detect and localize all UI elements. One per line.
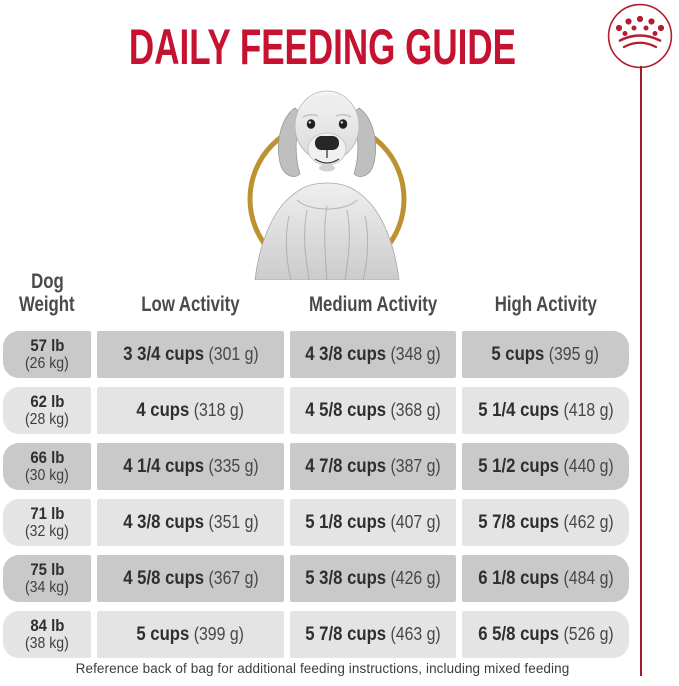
- medium-activity-cell: 4 7/8 cups (387 g): [290, 443, 456, 490]
- high-activity-cell: 5 1/2 cups (440 g): [462, 443, 629, 490]
- weight-cell: 71 lb (32 kg): [3, 499, 91, 546]
- col-header-high-activity: High Activity: [494, 292, 597, 316]
- feeding-table: 57 lb (26 kg) 3 3/4 cups (301 g) 4 3/8 cu…: [3, 331, 629, 667]
- header-weight: Weight: [19, 292, 75, 316]
- page-title-text: DAILY FEEDING GUIDE: [128, 19, 517, 75]
- weight-cell: 57 lb (26 kg): [3, 331, 91, 378]
- medium-activity-cell: 5 1/8 cups (407 g): [290, 499, 456, 546]
- low-activity-cell: 3 3/4 cups (301 g): [97, 331, 284, 378]
- low-activity-cell: 4 5/8 cups (367 g): [97, 555, 284, 602]
- col-header-medium-activity: Medium Activity: [308, 292, 438, 316]
- header-dog: Dog: [30, 269, 64, 293]
- medium-activity-cell: 5 7/8 cups (463 g): [290, 611, 456, 658]
- weight-cell: 66 lb (30 kg): [3, 443, 91, 490]
- medium-activity-cell: 4 5/8 cups (368 g): [290, 387, 456, 434]
- crown-logo-svg: [607, 3, 673, 69]
- low-activity-cell: 4 1/4 cups (335 g): [97, 443, 284, 490]
- weight-cell: 84 lb (38 kg): [3, 611, 91, 658]
- table-row: 71 lb (32 kg) 4 3/8 cups (351 g) 5 1/8 cu…: [3, 499, 629, 546]
- medium-activity-cell: 4 3/8 cups (348 g): [290, 331, 456, 378]
- high-activity-cell: 5 cups (395 g): [462, 331, 629, 378]
- royal-canin-crown-icon: [606, 2, 674, 70]
- weight-cell: 75 lb (34 kg): [3, 555, 91, 602]
- low-activity-cell: 4 3/8 cups (351 g): [97, 499, 284, 546]
- low-activity-cell: 4 cups (318 g): [97, 387, 284, 434]
- table-row: 62 lb (28 kg) 4 cups (318 g) 4 5/8 cups (3…: [3, 387, 629, 434]
- table-row: 66 lb (30 kg) 4 1/4 cups (335 g) 4 7/8 cu…: [3, 443, 629, 490]
- weight-cell: 62 lb (28 kg): [3, 387, 91, 434]
- page-title: DAILY FEEDING GUIDE: [0, 22, 645, 72]
- col-header-low-activity: Low Activity: [141, 292, 240, 316]
- high-activity-cell: 6 1/8 cups (484 g): [462, 555, 629, 602]
- low-activity-cell: 5 cups (399 g): [97, 611, 284, 658]
- table-header-row: Dog Weight Low Activity Medium Activity …: [3, 264, 629, 318]
- table-row: 57 lb (26 kg) 3 3/4 cups (301 g) 4 3/8 cu…: [3, 331, 629, 378]
- vertical-red-rule: [640, 66, 642, 676]
- table-row: 75 lb (34 kg) 4 5/8 cups (367 g) 5 3/8 cu…: [3, 555, 629, 602]
- high-activity-cell: 5 7/8 cups (462 g): [462, 499, 629, 546]
- dog-illustration-svg: [247, 90, 407, 280]
- medium-activity-cell: 5 3/8 cups (426 g): [290, 555, 456, 602]
- footer-note: Reference back of bag for additional fee…: [75, 661, 570, 676]
- high-activity-cell: 5 1/4 cups (418 g): [462, 387, 629, 434]
- high-activity-cell: 6 5/8 cups (526 g): [462, 611, 629, 658]
- col-header-dog-weight: Dog Weight: [3, 270, 91, 318]
- golden-retriever-photo: [237, 88, 417, 280]
- table-row: 84 lb (38 kg) 5 cups (399 g) 5 7/8 cups (4…: [3, 611, 629, 658]
